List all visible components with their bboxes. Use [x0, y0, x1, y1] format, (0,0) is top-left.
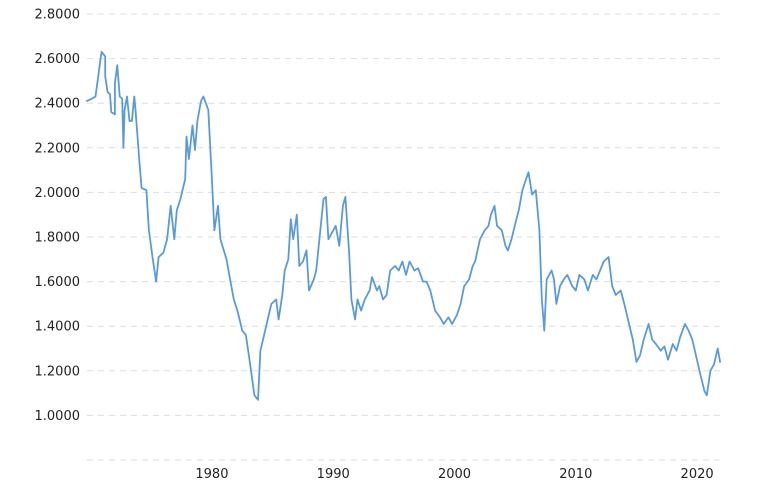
x-axis-ticks: 1980 1990 2000 2010 2020 [195, 467, 713, 482]
y-tick-label: 2.0000 [35, 186, 81, 201]
x-tick-label: 2010 [559, 467, 592, 482]
x-tick-label: 1990 [317, 467, 350, 482]
y-tick-label: 2.4000 [35, 97, 81, 112]
y-tick-label: 2.8000 [35, 8, 81, 23]
y-tick-label: 2.2000 [35, 141, 81, 156]
x-tick-label: 1980 [195, 467, 228, 482]
series-line [86, 51, 721, 401]
y-tick-label: 1.2000 [35, 364, 81, 379]
y-tick-label: 1.8000 [35, 231, 81, 246]
y-tick-label: 1.0000 [35, 409, 81, 424]
series-layer [86, 51, 721, 401]
y-tick-label: 1.6000 [35, 275, 81, 290]
y-tick-label: 2.6000 [35, 52, 81, 67]
x-tick-label: 2020 [681, 467, 714, 482]
y-axis-ticks: 2.8000 2.6000 2.4000 2.2000 2.0000 1.8000 1.60… [35, 8, 81, 424]
y-tick-label: 1.4000 [35, 320, 81, 335]
gridlines [87, 13, 725, 461]
x-tick-label: 2000 [438, 467, 471, 482]
